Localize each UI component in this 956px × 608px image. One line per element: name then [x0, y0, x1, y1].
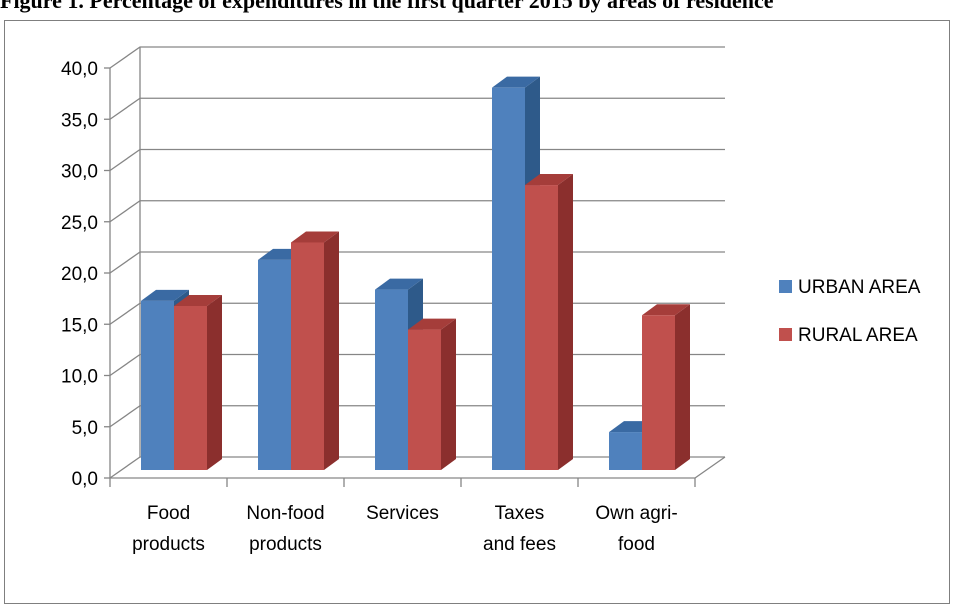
- bar-rural: [408, 318, 456, 470]
- bar-front: [141, 300, 174, 470]
- gridline: [109, 251, 725, 274]
- bars: [141, 76, 690, 471]
- legend-swatch: [779, 328, 792, 341]
- bar-top: [525, 174, 573, 186]
- legend: URBAN AREA RURAL AREA: [779, 277, 921, 346]
- legend-swatch: [779, 280, 792, 293]
- bar-front: [375, 289, 408, 470]
- bar-front: [492, 87, 525, 471]
- bar-side: [558, 174, 573, 471]
- bar-side: [207, 295, 222, 470]
- bar-side: [675, 304, 690, 470]
- gridline: [109, 148, 725, 172]
- axes: [104, 67, 726, 487]
- y-tick-label: 0,0: [72, 469, 98, 490]
- bar-rural: [291, 231, 339, 470]
- bar-front: [642, 315, 675, 470]
- x-tick-label: Services: [366, 503, 439, 524]
- bar-top: [291, 231, 339, 243]
- bar-side: [324, 231, 339, 470]
- y-tick-label: 25,0: [61, 213, 98, 234]
- bar-rural: [525, 174, 573, 471]
- y-tick-label: 5,0: [72, 418, 98, 439]
- y-tick-label: 15,0: [61, 315, 98, 336]
- bar-rural: [642, 304, 690, 470]
- bar-top: [492, 76, 540, 88]
- chart-frame: [4, 20, 950, 604]
- gridline: [109, 200, 725, 223]
- bar-top: [141, 289, 189, 301]
- legend-label: URBAN AREA: [798, 277, 921, 298]
- y-tick-label: 40,0: [61, 59, 98, 80]
- gridline: [109, 46, 725, 69]
- bar-front: [174, 306, 207, 470]
- figure-title: Figure 1. Percentage of expenditures in …: [0, 0, 774, 13]
- bar-top: [408, 318, 456, 330]
- y-tick-label: 30,0: [61, 162, 98, 183]
- bar-top: [174, 295, 222, 306]
- gridline: [109, 97, 725, 120]
- bar-front: [408, 329, 441, 470]
- bar-front: [258, 259, 291, 470]
- bar-top: [375, 278, 423, 290]
- tick-labels: 0,0 5,0 10,0 15,0 20,0 25,0 30,0 35,0 40,0 Food pr…: [61, 59, 678, 555]
- bar-side: [441, 318, 456, 470]
- bar-front: [525, 185, 558, 471]
- bar-top: [642, 304, 690, 316]
- legend-label: RURAL AREA: [798, 325, 918, 346]
- x-tick-label: Non-food products: [246, 503, 324, 555]
- bar-front: [609, 432, 642, 470]
- y-tick-label: 35,0: [61, 110, 98, 131]
- x-tick-label: Taxes and fees: [483, 503, 556, 555]
- x-tick-label: Own agri-food: [595, 503, 677, 555]
- y-tick-label: 20,0: [61, 264, 98, 285]
- bar-front: [291, 242, 324, 470]
- x-tick-label: Food products: [132, 503, 205, 555]
- y-tick-label: 10,0: [61, 367, 98, 388]
- bar-rural: [174, 295, 222, 470]
